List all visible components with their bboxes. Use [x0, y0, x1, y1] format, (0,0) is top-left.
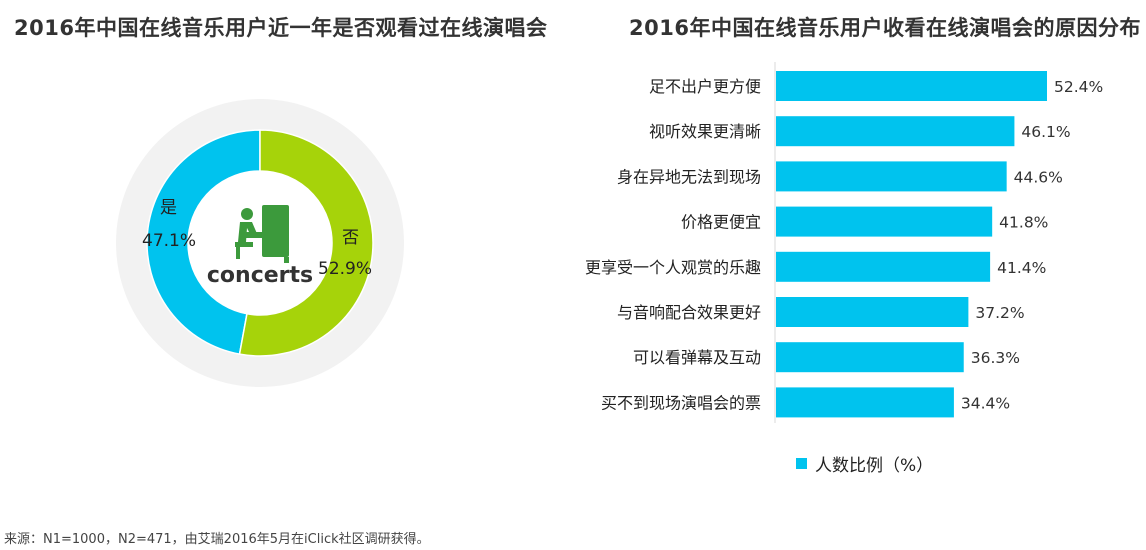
bar-value-label: 37.2%	[975, 304, 1024, 322]
legend-label: 人数比例（%）	[815, 456, 934, 476]
donut-label-yes-name: 是	[160, 198, 177, 218]
bar-category-label: 可以看弹幕及互动	[633, 348, 761, 367]
donut-slice-no	[238, 129, 374, 357]
bar-legend: 人数比例（%）	[796, 451, 933, 476]
legend-swatch	[796, 458, 807, 469]
donut-slice-yes	[146, 129, 261, 356]
bar-category-label: 与音响配合效果更好	[617, 303, 761, 322]
bar-3	[776, 206, 993, 237]
bar-value-label: 44.6%	[1014, 168, 1063, 186]
concert-piano-icon	[235, 205, 289, 263]
bar-value-label: 46.1%	[1021, 123, 1070, 141]
bar-0	[776, 71, 1047, 101]
bar-value-label: 52.4%	[1054, 78, 1103, 96]
donut-inner-hole	[188, 171, 332, 315]
donut-label-no-name: 否	[342, 228, 359, 248]
donut-chart: concerts	[116, 99, 404, 387]
bar-value-label: 34.4%	[961, 394, 1010, 412]
bar-2	[776, 161, 1007, 192]
bar-value-label: 36.3%	[971, 349, 1020, 367]
bar-6	[776, 342, 964, 373]
bar-chart: 足不出户更方便 52.4% 视听效果更清晰 46.1% 身在异地无法到现场 44.6% 价格…	[585, 62, 1103, 423]
bar-7	[776, 387, 954, 418]
bar-value-label: 41.4%	[997, 259, 1046, 277]
right-chart-title: 2016年中国在线音乐用户收看在线演唱会的原因分布	[629, 16, 1141, 40]
bar-value-label: 41.8%	[999, 214, 1048, 232]
bar-4	[776, 251, 991, 282]
bar-category-label: 身在异地无法到现场	[617, 167, 761, 186]
donut-label-no-value: 52.9%	[318, 259, 373, 279]
bar-category-label: 视听效果更清晰	[649, 122, 761, 141]
bar-5	[776, 297, 969, 327]
bar-category-label: 买不到现场演唱会的票	[601, 393, 761, 412]
bar-1	[776, 116, 1015, 147]
bar-category-label: 更享受一个人观赏的乐趣	[585, 258, 761, 277]
donut-label-yes-value: 47.1%	[142, 231, 197, 251]
left-chart-title: 2016年中国在线音乐用户近一年是否观看过在线演唱会	[14, 16, 548, 40]
donut-center-label: concerts	[207, 263, 313, 288]
bar-category-label: 价格更便宜	[681, 213, 761, 232]
bar-category-label: 足不出户更方便	[649, 77, 761, 96]
source-note: 来源：N1=1000，N2=471，由艾瑞2016年5月在iClick社区调研获…	[4, 532, 430, 547]
